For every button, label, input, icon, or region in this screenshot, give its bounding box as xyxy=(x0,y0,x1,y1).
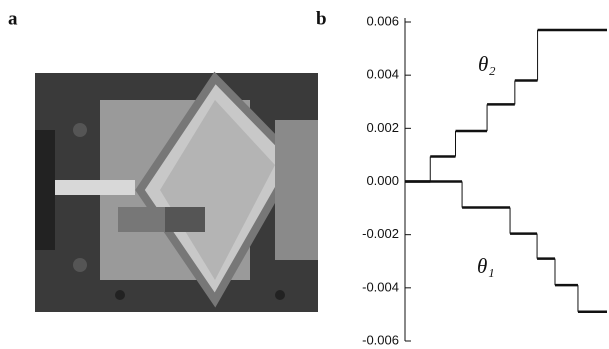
y-tick-label: -0.006 xyxy=(362,332,399,347)
y-tick-label: -0.004 xyxy=(362,279,399,294)
y-tick-label: -0.002 xyxy=(362,226,399,241)
panel-label: b xyxy=(316,8,327,29)
series-label: θ₁ xyxy=(477,254,495,278)
photo xyxy=(35,71,318,312)
y-tick-label: 0.002 xyxy=(366,120,399,135)
panel-label: a xyxy=(8,8,18,29)
y-tick-label: 0.006 xyxy=(366,13,399,28)
series-label: θ₂ xyxy=(478,52,496,76)
y-tick-label: 0.000 xyxy=(366,173,399,188)
y-tick-label: 0.004 xyxy=(366,67,399,82)
